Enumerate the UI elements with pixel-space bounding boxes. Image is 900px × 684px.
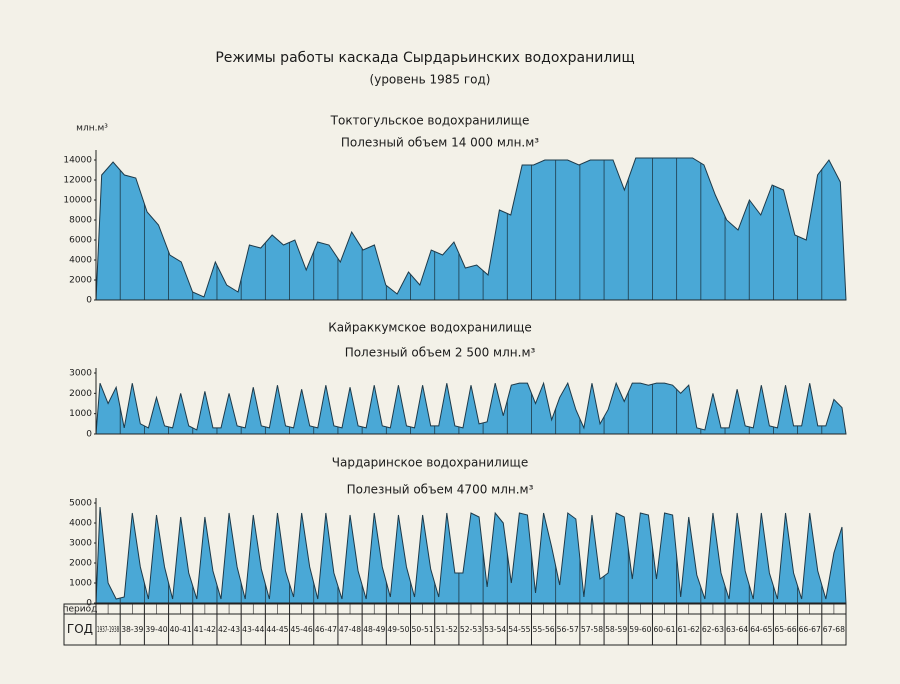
year-label: 49-50 — [387, 625, 409, 634]
y-tick-label: 2000 — [69, 559, 92, 569]
y-tick-label: 3000 — [69, 539, 92, 549]
year-label: 61-62 — [678, 625, 700, 634]
row-label: ГОД — [67, 622, 93, 636]
year-label: 51-52 — [436, 625, 458, 634]
year-label: 45-46 — [291, 625, 313, 634]
page-title: Режимы работы каскада Сырдарьинских водо… — [215, 50, 634, 66]
year-label: 58-59 — [605, 625, 627, 634]
y-tick-label: 2000 — [69, 389, 92, 399]
y-tick-label: 1000 — [69, 409, 92, 419]
year-label: 39-40 — [145, 625, 167, 634]
y-axis-label: млн.м³ — [76, 124, 108, 134]
year-label: 63-64 — [726, 625, 748, 634]
year-label: 42-43 — [218, 625, 240, 634]
y-tick-label: 12000 — [63, 176, 92, 186]
y-tick-label: 6000 — [69, 236, 92, 246]
year-label: 55-56 — [532, 625, 554, 634]
year-label: 43-44 — [242, 625, 264, 634]
y-tick-label: 10000 — [63, 196, 92, 206]
y-tick-label: 3000 — [69, 369, 92, 379]
page-subtitle: (уровень 1985 год) — [370, 73, 491, 87]
y-tick-label: 5000 — [69, 499, 92, 509]
year-label: 44-45 — [266, 625, 288, 634]
chart-title: Токтогульское водохранилище — [330, 114, 530, 128]
chart-subtitle: Полезный объем 14 000 млн.м³ — [341, 136, 539, 150]
y-tick-label: 4000 — [69, 519, 92, 529]
y-tick-label: 0 — [86, 430, 92, 440]
year-label: 67-68 — [823, 625, 845, 634]
chart-title: Чардаринское водохранилище — [332, 456, 528, 470]
year-label: 38-39 — [121, 625, 143, 634]
y-tick-label: 14000 — [63, 156, 92, 166]
year-label: 47-48 — [339, 625, 361, 634]
y-tick-label: 0 — [86, 296, 92, 306]
year-label: 40-41 — [170, 625, 192, 634]
area — [95, 157, 847, 301]
year-label: 48-49 — [363, 625, 385, 634]
y-tick-label: 8000 — [69, 216, 92, 226]
chart-title: Кайраккумское водохранилище — [328, 321, 532, 335]
year-label: 60-61 — [653, 625, 675, 634]
year-label: 53-54 — [484, 625, 506, 634]
y-tick-label: 1000 — [69, 579, 92, 589]
y-tick-label: 2000 — [69, 276, 92, 286]
year-label: 46-47 — [315, 625, 337, 634]
year-label: 62-63 — [702, 625, 724, 634]
area — [95, 506, 847, 604]
year-label: 52-53 — [460, 625, 482, 634]
year-label: 59-60 — [629, 625, 651, 634]
year-label: 57-58 — [581, 625, 603, 634]
row-label: период — [63, 605, 98, 615]
y-tick-label: 4000 — [69, 256, 92, 266]
chart-subtitle: Полезный объем 4700 млн.м³ — [347, 483, 534, 497]
year-label: 65-66 — [774, 625, 796, 634]
year-label: 50-51 — [412, 625, 434, 634]
area — [95, 381, 847, 435]
year-label: 41-42 — [194, 625, 216, 634]
year-label: 56-57 — [557, 625, 579, 634]
table-frame — [63, 603, 847, 646]
chart-subtitle: Полезный объем 2 500 млн.м³ — [345, 346, 536, 360]
year-label: 1937-1938 — [97, 625, 119, 634]
year-label: 64-65 — [750, 625, 772, 634]
year-label: 66-67 — [799, 625, 821, 634]
year-label: 54-55 — [508, 625, 530, 634]
